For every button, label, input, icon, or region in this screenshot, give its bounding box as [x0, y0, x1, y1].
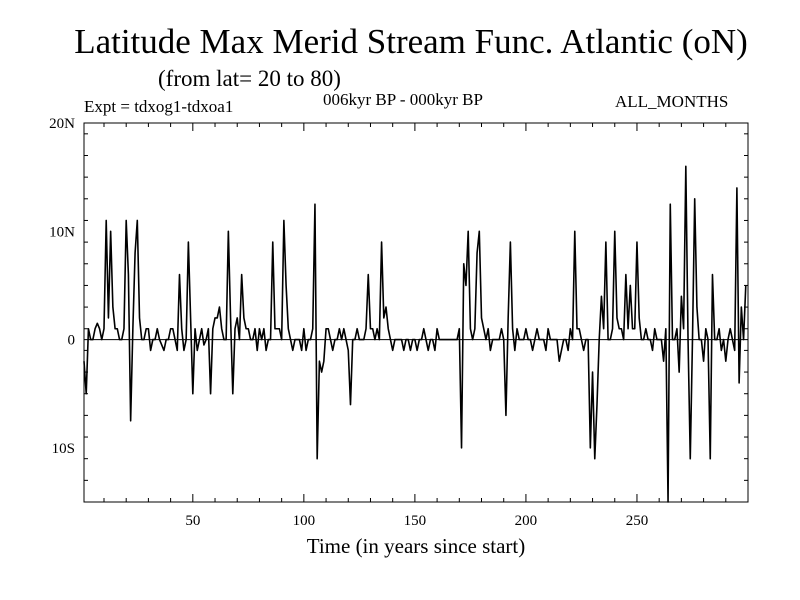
tick-layer [84, 123, 748, 502]
y-tick-label: 0 [68, 333, 76, 349]
x-tick-label: 100 [293, 513, 316, 529]
plot-frame [83, 122, 749, 503]
x-tick-label: 50 [185, 513, 200, 529]
chart-title: Latitude Max Merid Stream Func. Atlantic… [74, 22, 748, 61]
y-tick-label: 20N [49, 116, 75, 132]
series-line-0 [83, 165, 747, 503]
x-tick-label: 200 [515, 513, 538, 529]
y-tick-label: 10N [49, 224, 75, 240]
experiment-label: Expt = tdxog1-tdxoa1 [84, 97, 234, 116]
y-tick-label: 10S [52, 441, 75, 457]
x-axis-label: Time (in years since start) [306, 534, 526, 558]
tick-label-layer: 50 100 150 200 250 10S 0 10N 20N [49, 116, 648, 529]
series-layer [83, 165, 747, 503]
x-tick-label: 250 [626, 513, 649, 529]
months-label: ALL_MONTHS [615, 92, 729, 111]
chart-subtitle: (from lat= 20 to 80) [158, 66, 341, 91]
period-label: 006kyr BP - 000kyr BP [323, 90, 483, 109]
x-tick-label: 150 [404, 513, 427, 529]
